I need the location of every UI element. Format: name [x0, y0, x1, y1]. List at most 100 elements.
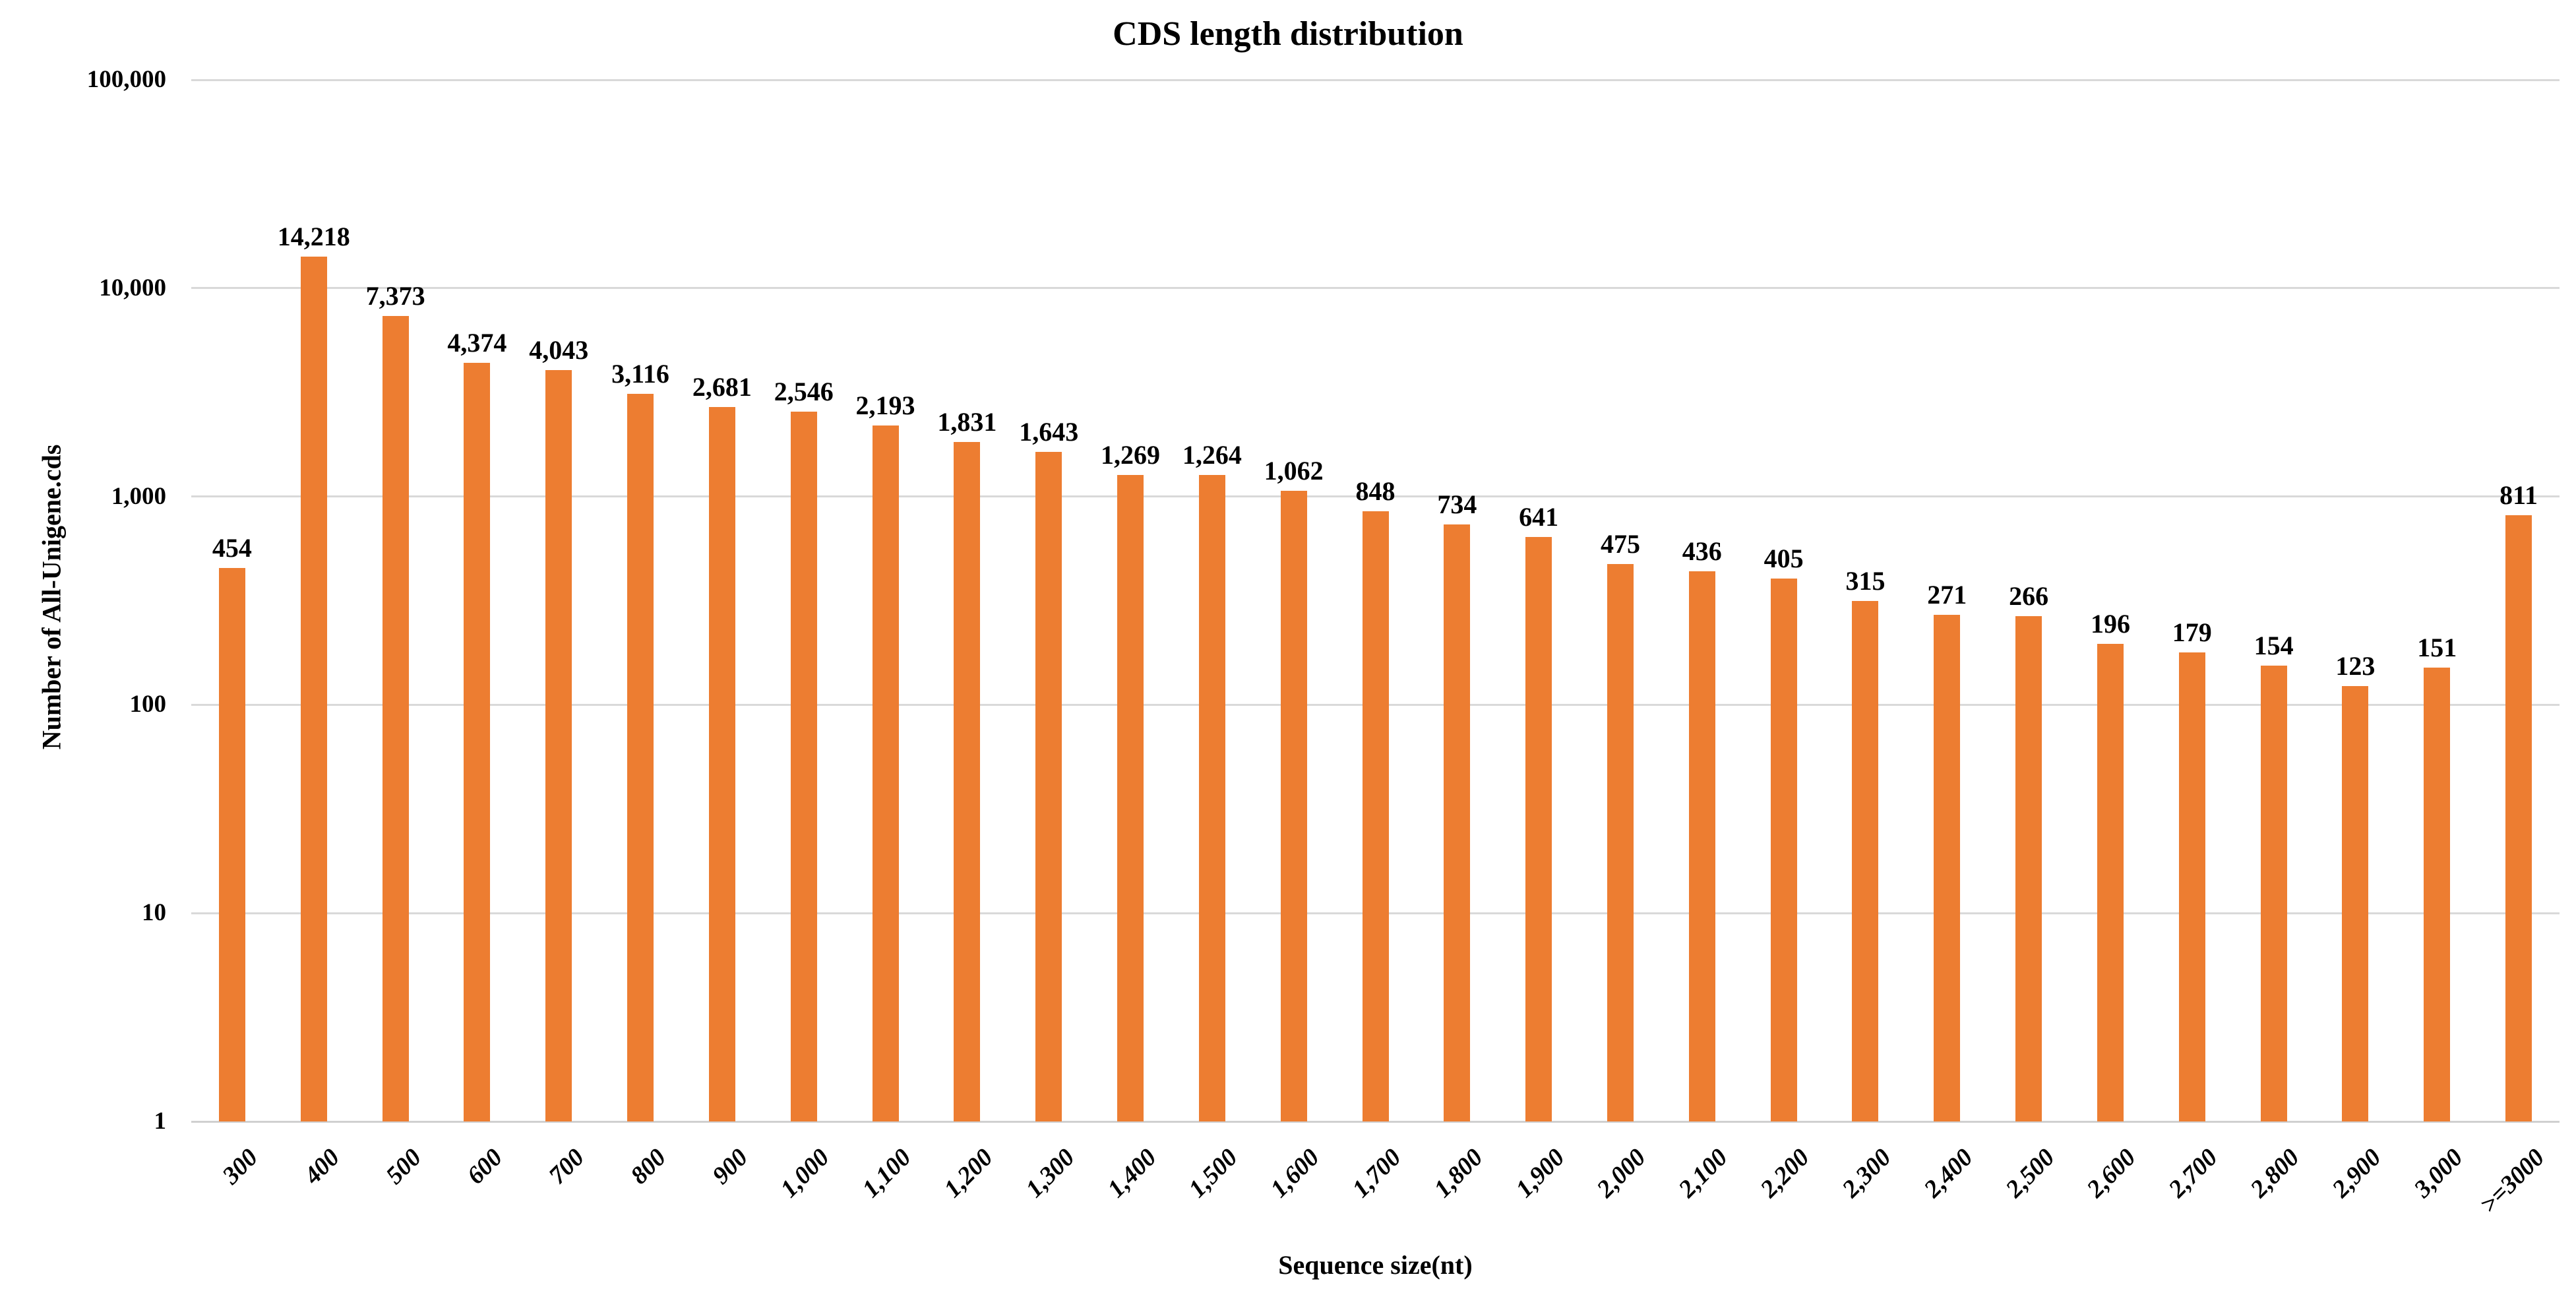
- x-tick-label: 500: [380, 1143, 427, 1190]
- bar-2,000: [1607, 563, 1634, 1121]
- bar-value-label: 1,269: [1101, 439, 1161, 470]
- x-tick-label: 2,200: [1755, 1143, 1815, 1203]
- bar-1,300: [1035, 451, 1062, 1121]
- bar-2,700: [2178, 652, 2205, 1121]
- bar-2,600: [2097, 644, 2124, 1121]
- x-tick-label: 1,300: [1020, 1143, 1080, 1203]
- x-tick-label: 900: [706, 1143, 754, 1190]
- bar-2,200: [1770, 578, 1797, 1121]
- bar-700: [545, 370, 572, 1121]
- bar-2,400: [1934, 614, 1961, 1121]
- bar-value-label: 271: [1927, 579, 1967, 610]
- x-tick-label: 2,100: [1673, 1143, 1733, 1203]
- x-axis-title: Sequence size(nt): [1278, 1250, 1473, 1280]
- bar-value-label: 266: [2009, 581, 2049, 612]
- y-tick-label: 1,000: [111, 482, 166, 510]
- bar-value-label: 1,831: [937, 406, 997, 437]
- bar-value-label: 4,374: [447, 328, 507, 358]
- bar-500: [382, 315, 409, 1121]
- bar-value-label: 811: [2499, 480, 2538, 511]
- y-tick-label: 10: [142, 899, 166, 927]
- bar-400: [300, 256, 327, 1121]
- bar-1,800: [1444, 524, 1471, 1121]
- bar-value-label: 405: [1763, 543, 1804, 573]
- bar-300: [218, 567, 245, 1121]
- y-tick-label: 1: [154, 1108, 167, 1135]
- x-axis-line: [191, 1120, 2560, 1123]
- x-tick-label: 1,600: [1265, 1143, 1325, 1203]
- bar-value-label: 2,546: [774, 377, 834, 407]
- x-tick-label: 1,500: [1183, 1143, 1243, 1203]
- x-tick-label: 800: [625, 1143, 672, 1190]
- bar-value-label: 2,681: [692, 372, 752, 402]
- bar-value-label: 641: [1519, 501, 1559, 532]
- x-tick-label: 1,900: [1510, 1143, 1570, 1203]
- bar-3,000: [2424, 667, 2451, 1121]
- bar-value-label: 454: [212, 532, 252, 563]
- bar-value-label: 2,193: [855, 390, 915, 420]
- bar-600: [464, 363, 491, 1121]
- bar-1,000: [790, 412, 817, 1121]
- x-tick-label: 2,400: [1918, 1143, 1978, 1203]
- x-tick-label: 3,000: [2408, 1143, 2469, 1203]
- x-tick-label: 700: [543, 1143, 590, 1190]
- x-tick-label: 1,400: [1101, 1143, 1162, 1203]
- x-tick-label: 1,000: [775, 1143, 835, 1203]
- x-tick-label: >=3000: [2474, 1143, 2550, 1219]
- bar-value-label: 1,643: [1019, 416, 1079, 447]
- bar-value-label: 179: [2172, 617, 2212, 647]
- bar-1,700: [1362, 511, 1389, 1121]
- y-tick-label: 100: [129, 691, 167, 718]
- bar-value-label: 1,062: [1264, 456, 1324, 486]
- bar-2,500: [2015, 616, 2042, 1121]
- x-tick-label: 1,200: [938, 1143, 998, 1203]
- y-gridline: [191, 287, 2560, 290]
- bar-1,100: [872, 425, 899, 1121]
- bar-1,600: [1280, 491, 1307, 1121]
- bar-value-label: 151: [2417, 632, 2457, 662]
- y-tick-label: 10,000: [99, 274, 166, 301]
- bar-value-label: 315: [1845, 566, 1886, 596]
- bar-value-label: 123: [2335, 651, 2376, 681]
- bar-value-label: 14,218: [277, 221, 350, 251]
- x-tick-label: 2,000: [1591, 1143, 1652, 1203]
- bar-2,100: [1688, 571, 1715, 1121]
- x-tick-label: 300: [217, 1143, 264, 1190]
- x-tick-label: 2,600: [2081, 1143, 2142, 1203]
- bar-value-label: 7,373: [365, 280, 425, 311]
- bar-value-label: 436: [1682, 536, 1722, 567]
- bar-value-label: 3,116: [611, 358, 669, 389]
- chart-title: CDS length distribution: [1113, 15, 1463, 53]
- bar-value-label: 734: [1437, 489, 1477, 519]
- bar-1,200: [954, 441, 981, 1121]
- x-tick-label: 1,800: [1428, 1143, 1488, 1203]
- bar-1,900: [1525, 536, 1552, 1121]
- bar-800: [627, 393, 654, 1121]
- x-tick-label: 400: [298, 1143, 345, 1190]
- bar-value-label: 4,043: [529, 335, 589, 365]
- x-tick-label: 2,300: [1837, 1143, 1897, 1203]
- bar-2,800: [2260, 666, 2287, 1121]
- x-tick-label: 1,100: [857, 1143, 917, 1203]
- x-tick-label: 2,900: [2327, 1143, 2387, 1203]
- y-gridline: [191, 495, 2560, 498]
- x-tick-label: 2,700: [2163, 1143, 2223, 1203]
- bar-1,400: [1117, 474, 1144, 1121]
- bar-900: [708, 407, 735, 1121]
- bar-value-label: 1,264: [1182, 440, 1242, 470]
- bar-value-label: 848: [1355, 476, 1395, 507]
- bar->=3000: [2505, 515, 2532, 1121]
- x-tick-label: 1,700: [1347, 1143, 1407, 1203]
- bar-2,300: [1852, 601, 1879, 1121]
- x-tick-label: 600: [462, 1143, 508, 1190]
- bar-value-label: 196: [2090, 609, 2130, 639]
- bar-value-label: 154: [2254, 631, 2294, 661]
- x-tick-label: 2,500: [2000, 1143, 2060, 1203]
- x-tick-label: 2,800: [2245, 1143, 2305, 1203]
- bar-2,900: [2342, 686, 2369, 1121]
- y-gridline: [191, 79, 2560, 81]
- bar-value-label: 475: [1600, 528, 1640, 559]
- bar-1,500: [1198, 475, 1225, 1121]
- y-tick-label: 100,000: [86, 66, 166, 93]
